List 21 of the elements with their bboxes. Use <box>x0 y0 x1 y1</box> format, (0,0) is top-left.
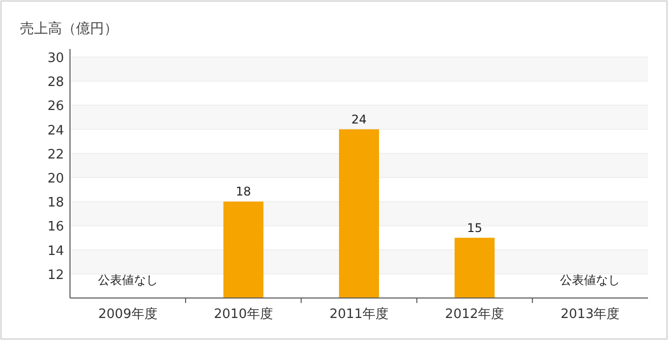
y-tick-label: 12 <box>47 268 64 283</box>
x-tick-label: 2011年度 <box>329 306 389 322</box>
y-tick-label: 14 <box>47 244 64 259</box>
annotation: 公表値なし <box>98 273 158 287</box>
y-tick-label: 26 <box>47 99 64 114</box>
annotation: 公表値なし <box>560 273 620 287</box>
data-label: 18 <box>236 184 252 199</box>
y-tick-label: 24 <box>47 123 64 138</box>
y-tick-label: 20 <box>47 172 64 186</box>
data-label: 24 <box>351 112 367 126</box>
y-tick-label: 22 <box>47 147 64 162</box>
x-tick-label: 2012年度 <box>445 306 504 322</box>
x-tick-label: 2009年度 <box>98 306 158 322</box>
y-axis-title: 売上高（億円） <box>20 21 118 37</box>
y-tick-label: 30 <box>47 51 64 66</box>
data-label: 15 <box>466 220 482 235</box>
y-tick-label: 16 <box>47 220 64 235</box>
y-tick-label: 18 <box>47 196 64 211</box>
x-tick-label: 2013年度 <box>560 306 620 322</box>
x-tick-label: 2010年度 <box>214 306 273 322</box>
y-tick-label: 28 <box>47 75 64 90</box>
